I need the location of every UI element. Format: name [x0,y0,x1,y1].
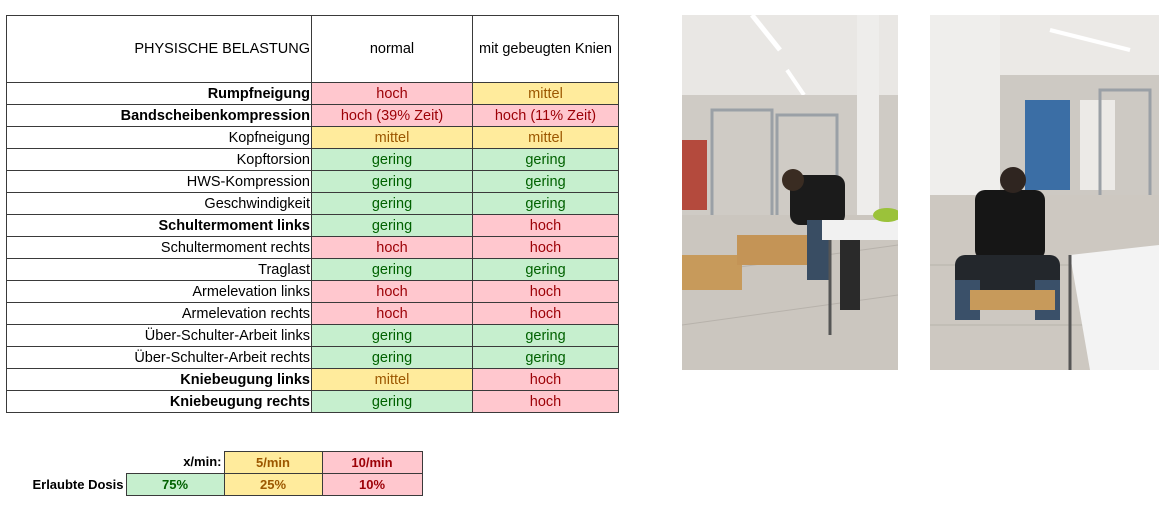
value-bent-knees: hoch (11% Zeit) [472,104,619,127]
value-bent-knees: mittel [472,126,619,149]
table-row: Traglast gering gering [6,258,619,281]
table-row: Kopftorsion gering gering [6,148,619,171]
table-row: Kopfneigung mittel mittel [6,126,619,149]
header-bent-knees: mit gebeugten Knien [472,15,619,83]
rate-label: x/min: [183,454,222,470]
rate-mid: 5/min [223,451,323,474]
dose-label: Erlaubte Dosis [32,476,124,492]
row-label: Traglast [6,258,312,281]
value-normal: hoch [311,82,473,105]
photo-bent-knees-image [930,15,1159,370]
value-normal: mittel [311,368,473,391]
value-normal: hoch [311,236,473,259]
table-row: Kniebeugung links mittel hoch [6,368,619,391]
table-row: Über-Schulter-Arbeit rechts gering gering [6,346,619,369]
value-bent-knees: hoch [472,214,619,237]
rate-high: 10/min [321,451,423,474]
table-row: Schultermoment rechts hoch hoch [6,236,619,259]
dose-row: Erlaubte Dosis 75% 25% 10% [6,473,423,496]
table-row: Bandscheibenkompression hoch (39% Zeit) ho… [6,104,619,127]
photo-normal-image [682,15,898,370]
value-normal: gering [311,148,473,171]
row-label: Schultermoment links [6,214,312,237]
dose-table: x/min: 5/min 10/min Erlaubte Dosis 75% 2… [6,451,423,496]
value-normal: mittel [311,126,473,149]
value-bent-knees: hoch [472,236,619,259]
table-row: Rumpfneigung hoch mittel [6,82,619,105]
value-bent-knees: hoch [472,302,619,325]
row-label: Kopfneigung [6,126,312,149]
value-normal: gering [311,346,473,369]
value-bent-knees: hoch [472,390,619,413]
header-normal: normal [311,15,473,83]
value-bent-knees: gering [472,258,619,281]
value-normal: hoch [311,280,473,303]
row-label: Kniebeugung rechts [6,390,312,413]
header-physical-load: PHYSISCHE BELASTUNG [6,15,312,83]
row-label: Bandscheibenkompression [6,104,312,127]
value-normal: hoch (39% Zeit) [311,104,473,127]
table-row: Über-Schulter-Arbeit links gering gering [6,324,619,347]
photo-bent-knees [930,15,1159,370]
value-bent-knees: mittel [472,82,619,105]
value-normal: gering [311,192,473,215]
table-row: Geschwindigkeit gering gering [6,192,619,215]
value-normal: gering [311,324,473,347]
row-label: Armelevation rechts [6,302,312,325]
dose-mid: 25% [223,473,323,496]
table-row: HWS-Kompression gering gering [6,170,619,193]
value-bent-knees: hoch [472,280,619,303]
row-label: Schultermoment rechts [6,236,312,259]
dose-high: 10% [321,473,423,496]
table-row: Schultermoment links gering hoch [6,214,619,237]
value-bent-knees: gering [472,324,619,347]
row-label: Geschwindigkeit [6,192,312,215]
photo-normal [682,15,898,370]
row-label: Kniebeugung links [6,368,312,391]
value-normal: hoch [311,302,473,325]
rate-row: x/min: 5/min 10/min [6,451,423,474]
table-header-row: PHYSISCHE BELASTUNG normal mit gebeugten… [6,15,619,83]
dose-low: 75% [125,473,225,496]
row-label: Kopftorsion [6,148,312,171]
load-table: PHYSISCHE BELASTUNG normal mit gebeugten… [6,15,619,413]
table-row: Kniebeugung rechts gering hoch [6,390,619,413]
value-bent-knees: gering [472,148,619,171]
value-bent-knees: hoch [472,368,619,391]
value-bent-knees: gering [472,192,619,215]
value-normal: gering [311,258,473,281]
row-label: Armelevation links [6,280,312,303]
value-normal: gering [311,390,473,413]
row-label: Rumpfneigung [6,82,312,105]
row-label: Über-Schulter-Arbeit links [6,324,312,347]
table-row: Armelevation links hoch hoch [6,280,619,303]
row-label: Über-Schulter-Arbeit rechts [6,346,312,369]
value-bent-knees: gering [472,346,619,369]
value-normal: gering [311,214,473,237]
table-row: Armelevation rechts hoch hoch [6,302,619,325]
row-label: HWS-Kompression [6,170,312,193]
value-bent-knees: gering [472,170,619,193]
value-normal: gering [311,170,473,193]
